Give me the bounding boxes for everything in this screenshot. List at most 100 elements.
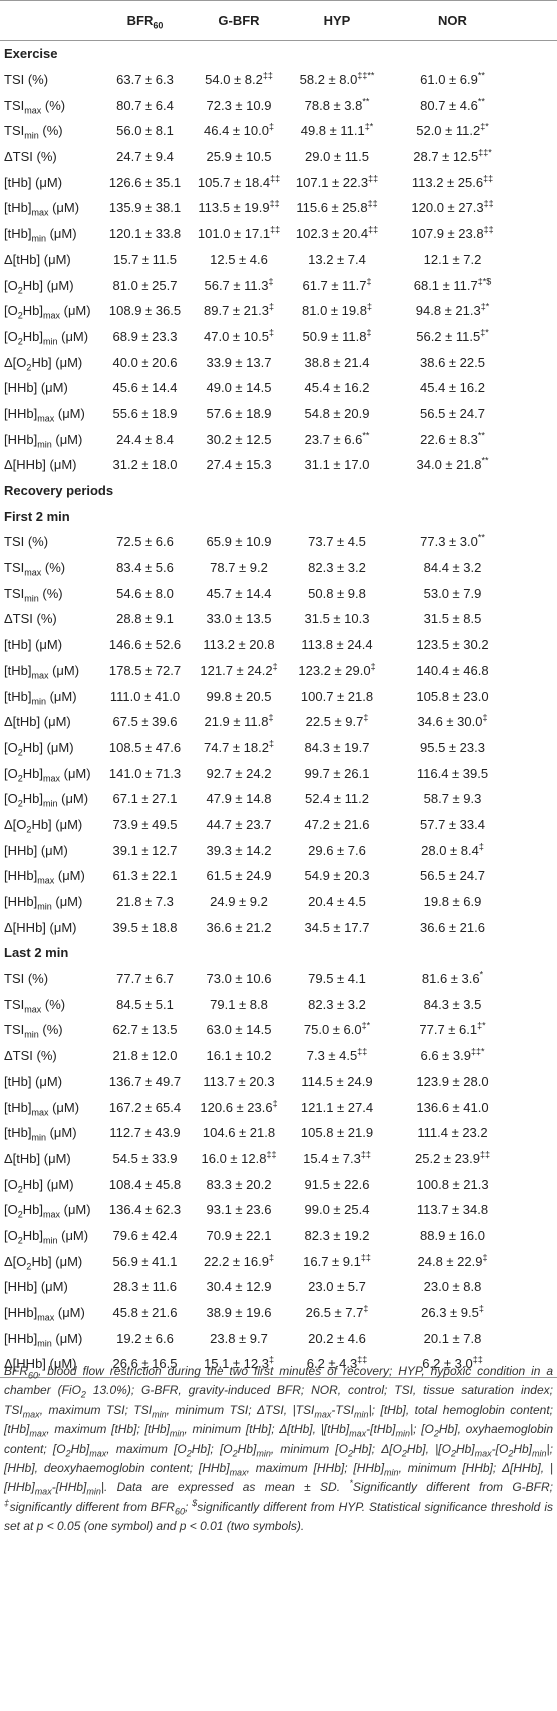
text: 28.3 ± 11.6	[113, 1279, 177, 1295]
text: ΔTSI (%)	[4, 611, 57, 627]
text: 22.5 ± 9.7	[305, 714, 364, 730]
text: 113.2 ± 20.8	[203, 637, 275, 653]
text: 72.5 ± 6.6	[116, 534, 174, 550]
cell-value: 34.6 ± 30.0‡	[386, 709, 557, 735]
text: 34.0 ± 21.8	[416, 457, 482, 473]
superscript: ‡‡	[357, 1046, 368, 1057]
text: 88.9 ± 16.0	[420, 1227, 485, 1243]
text: 21.8 ± 12.0	[112, 1048, 178, 1064]
text: 61.3 ± 22.1	[112, 868, 178, 884]
subscript: max	[37, 1312, 55, 1323]
text: 146.6 ± 52.6	[108, 637, 182, 653]
row-label: [O2Hb]min (μM)	[0, 1223, 100, 1249]
superscript: ‡*	[480, 122, 489, 133]
cell-value: 23.8 ± 9.7	[190, 1325, 288, 1351]
row-label: TSImax (%)	[0, 991, 100, 1017]
superscript: ‡	[268, 122, 274, 133]
cell-value: 6.6 ± 3.9‡‡*	[386, 1043, 557, 1069]
superscript: ‡	[268, 301, 274, 312]
data-row: [tHb]max (μM) 167.2 ± 65.4 120.6 ± 23.6‡ 12…	[0, 1094, 557, 1120]
text: , maximum [O	[106, 1441, 187, 1456]
row-label: [HHb]max (μM)	[0, 401, 100, 427]
text: 45.7 ± 14.4	[206, 585, 272, 601]
superscript: ‡*	[480, 301, 490, 312]
text: Hb]; [O	[191, 1441, 233, 1456]
subscript: min	[86, 1486, 101, 1497]
cell-value: 26.6 ± 16.5	[100, 1351, 190, 1377]
text: 30.2 ± 12.5	[206, 431, 272, 447]
text: 31.5 ± 8.5	[423, 611, 482, 627]
text: 24.9 ± 9.2	[210, 894, 268, 910]
cell-value: 57.7 ± 33.4	[386, 812, 557, 838]
cell-value: 61.3 ± 22.1	[100, 863, 190, 889]
text: 56.5 ± 24.7	[420, 405, 485, 421]
cell-value: 28.7 ± 12.5‡‡*	[386, 144, 557, 170]
cell-value: 99.8 ± 20.5	[190, 683, 288, 709]
section-title: First 2 min	[4, 508, 70, 524]
text: 113.5 ± 19.9	[198, 200, 270, 216]
cell-value: 81.6 ± 3.6*	[386, 966, 557, 992]
text: [O	[4, 1227, 18, 1243]
column-header: G-BFR	[190, 0, 288, 41]
text: [O	[4, 791, 18, 807]
text: [tHb]	[4, 688, 32, 704]
data-row: TSI (%) 72.5 ± 6.6 65.9 ± 10.9 73.7 ± 4.5 77…	[0, 529, 557, 555]
cell-value: 47.9 ± 14.8	[190, 786, 288, 812]
row-label: Δ[tHb] (μM)	[0, 1146, 100, 1172]
subscript: 2	[186, 1448, 192, 1459]
text: (μM)	[60, 1202, 91, 1218]
text: 12.5 ± 4.6	[210, 251, 268, 267]
data-row: [tHb]min (μM) 120.1 ± 33.8 101.0 ± 17.1‡‡ 1…	[0, 221, 557, 247]
cell-value: 88.9 ± 16.0	[386, 1223, 557, 1249]
text: 105.7 ± 18.4	[197, 174, 271, 190]
text: 20.4 ± 4.5	[308, 894, 366, 910]
cell-value: 113.2 ± 20.8	[190, 632, 288, 658]
subscript: 2	[17, 798, 23, 809]
text: 47.0 ± 10.5	[204, 328, 269, 344]
cell-value: 31.2 ± 18.0	[100, 452, 190, 478]
cell-value: 95.5 ± 23.3	[386, 735, 557, 761]
text: significantly different from BFR	[9, 1499, 175, 1514]
cell-value: 28.0 ± 8.4‡	[386, 837, 557, 863]
table-header: BFR60 G-BFR HYP NOR	[0, 0, 557, 41]
cell-value: 120.0 ± 27.3‡‡	[386, 195, 557, 221]
cell-value: 47.0 ± 10.5‡	[190, 324, 288, 350]
text: Δ[O	[4, 354, 27, 370]
text: 136.4 ± 62.3	[108, 1202, 182, 1218]
subscript: 2	[17, 773, 23, 784]
text: 91.5 ± 22.6	[304, 1176, 370, 1192]
cell-value: 31.1 ± 17.0	[288, 452, 386, 478]
text: (μM)	[54, 1305, 85, 1321]
subscript: 2	[433, 1428, 439, 1439]
data-row: [O2Hb]min (μM) 68.9 ± 23.3 47.0 ± 10.5‡ 50.…	[0, 324, 557, 350]
data-row: TSImax (%) 83.4 ± 5.6 78.7 ± 9.2 82.3 ± 3.2…	[0, 555, 557, 581]
cell-value: 24.4 ± 8.4	[100, 426, 190, 452]
data-row: Δ[O2Hb] (μM) 56.9 ± 41.1 22.2 ± 16.9‡ 16.7 …	[0, 1248, 557, 1274]
superscript: ‡	[370, 661, 376, 672]
superscript: ‡‡	[479, 1149, 490, 1160]
cell-value: 52.4 ± 11.2	[288, 786, 386, 812]
text: 100.8 ± 21.3	[416, 1176, 489, 1192]
superscript: ‡	[268, 1252, 274, 1263]
text: 22.2 ± 16.9	[204, 1253, 269, 1269]
cell-value: 111.0 ± 41.0	[100, 683, 190, 709]
text: 121.7 ± 24.2	[200, 662, 273, 678]
text: TSI	[4, 97, 25, 113]
cell-value: 79.5 ± 4.1	[288, 966, 386, 992]
text: 100.7 ± 21.8	[300, 688, 374, 704]
subscript: min	[24, 1030, 39, 1041]
text: Hb]	[513, 1441, 533, 1456]
data-row: [O2Hb] (μM) 108.5 ± 47.6 74.7 ± 18.2‡ 84.3 …	[0, 735, 557, 761]
section-row: Recovery periods	[0, 478, 557, 504]
text: 78.8 ± 3.8	[304, 97, 363, 113]
text: 38.9 ± 19.6	[206, 1305, 272, 1321]
text: 56.9 ± 41.1	[112, 1253, 178, 1269]
text: 45.4 ± 16.2	[420, 380, 485, 396]
text: [tHb] (μM)	[4, 1073, 63, 1089]
text: 45.8 ± 21.6	[112, 1305, 178, 1321]
cell-value: 72.3 ± 10.9	[190, 92, 288, 118]
cell-value: 67.1 ± 27.1	[100, 786, 190, 812]
data-row: [tHb] (μM) 146.6 ± 52.6 113.2 ± 20.8 113.8 …	[0, 632, 557, 658]
text: Hb]	[22, 791, 43, 807]
text: 79.1 ± 8.8	[210, 996, 268, 1012]
